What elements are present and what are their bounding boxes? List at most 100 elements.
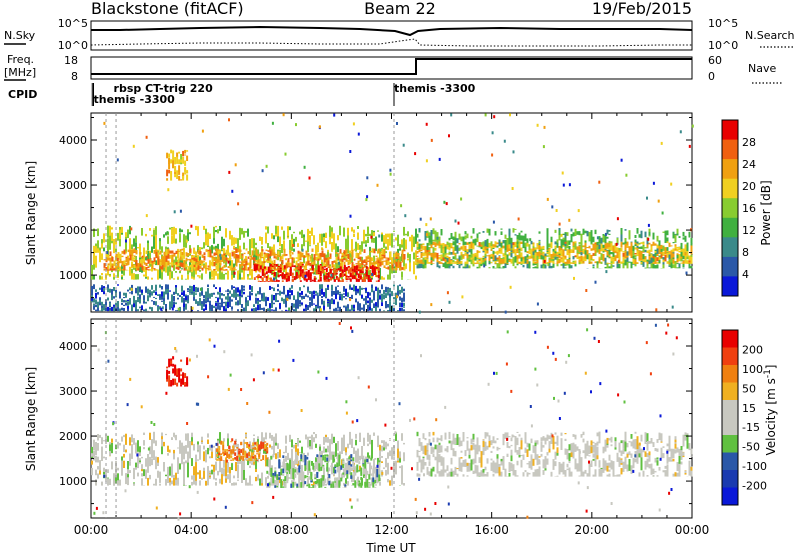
data-cell xyxy=(289,268,292,271)
data-cell xyxy=(259,236,261,241)
data-cell xyxy=(395,266,398,271)
data-cell xyxy=(322,475,325,481)
data-cell xyxy=(407,258,409,261)
data-cell xyxy=(448,267,451,269)
data-cell xyxy=(350,475,353,479)
data-cell xyxy=(389,297,391,302)
data-cell xyxy=(480,246,483,250)
data-cell xyxy=(574,228,577,236)
data-cell xyxy=(566,240,569,249)
data-cell xyxy=(354,466,357,476)
data-cell xyxy=(640,251,643,256)
data-cell xyxy=(199,297,201,303)
data-cell xyxy=(119,256,122,264)
data-cell xyxy=(367,237,369,239)
data-cell xyxy=(345,278,348,280)
data-cell xyxy=(456,246,459,254)
data-cell xyxy=(592,259,595,261)
data-cell xyxy=(438,236,441,246)
data-cell xyxy=(105,307,107,312)
data-cell xyxy=(149,294,151,296)
data-cell xyxy=(197,255,199,264)
data-cell xyxy=(580,233,583,249)
data-cell xyxy=(367,308,369,312)
data-cell xyxy=(291,279,294,282)
data-cell xyxy=(271,300,273,305)
data-cell xyxy=(121,268,124,271)
data-cell xyxy=(174,364,177,373)
data-cell xyxy=(303,295,305,299)
sparse-point xyxy=(660,141,663,145)
data-cell xyxy=(157,269,159,280)
data-cell xyxy=(161,263,164,270)
data-cell xyxy=(167,453,169,456)
data-cell xyxy=(199,445,201,460)
data-cell xyxy=(500,267,503,269)
sparse-point xyxy=(130,287,133,291)
data-cell xyxy=(176,170,179,179)
data-cell xyxy=(534,261,537,264)
data-cell xyxy=(109,307,111,311)
data-cell xyxy=(301,298,303,300)
data-cell xyxy=(335,286,337,291)
data-cell xyxy=(347,305,349,311)
data-cell xyxy=(180,374,183,376)
data-cell xyxy=(181,292,183,295)
data-cell xyxy=(227,254,230,256)
data-cell xyxy=(271,309,273,311)
data-cell xyxy=(305,273,308,277)
data-cell xyxy=(311,227,313,236)
data-cell xyxy=(391,233,393,248)
data-cell xyxy=(191,264,193,279)
data-cell xyxy=(377,263,380,268)
data-cell xyxy=(680,262,683,264)
data-cell xyxy=(516,236,519,244)
data-cell xyxy=(377,279,380,282)
data-cell xyxy=(644,247,647,249)
data-cell xyxy=(277,251,280,253)
data-cell xyxy=(538,241,541,245)
data-cell xyxy=(337,262,339,271)
data-cell xyxy=(221,474,223,485)
data-cell xyxy=(468,265,471,269)
data-cell xyxy=(574,255,577,258)
data-cell xyxy=(397,234,399,247)
data-cell xyxy=(141,305,143,308)
data-cell xyxy=(355,278,358,282)
data-cell xyxy=(381,276,383,280)
data-cell xyxy=(379,289,381,294)
data-cell xyxy=(488,242,491,248)
data-cell xyxy=(362,464,365,467)
data-cell xyxy=(263,272,266,275)
data-cell xyxy=(347,276,350,278)
data-cell xyxy=(119,479,121,486)
data-cell xyxy=(634,255,637,258)
data-cell xyxy=(347,481,349,486)
data-cell xyxy=(259,265,262,270)
data-cell xyxy=(378,470,381,482)
data-cell xyxy=(315,256,318,261)
data-cell xyxy=(466,233,469,239)
data-cell xyxy=(323,253,326,257)
data-cell xyxy=(369,299,371,307)
data-cell xyxy=(348,460,351,466)
data-cell xyxy=(235,438,237,442)
sparse-point xyxy=(185,239,188,243)
data-cell xyxy=(213,226,215,239)
data-cell xyxy=(141,456,143,459)
data-cell xyxy=(203,295,205,298)
data-cell xyxy=(363,259,366,263)
data-cell xyxy=(285,463,287,473)
data-cell xyxy=(321,296,323,299)
data-cell xyxy=(171,470,173,478)
data-cell xyxy=(450,262,453,264)
data-cell xyxy=(301,473,303,485)
data-cell xyxy=(191,272,193,277)
data-cell xyxy=(303,267,306,271)
data-cell xyxy=(265,278,268,282)
data-cell xyxy=(265,253,268,257)
data-cell xyxy=(95,243,97,247)
data-cell xyxy=(269,277,272,282)
data-cell xyxy=(343,482,345,486)
data-cell xyxy=(407,252,409,258)
